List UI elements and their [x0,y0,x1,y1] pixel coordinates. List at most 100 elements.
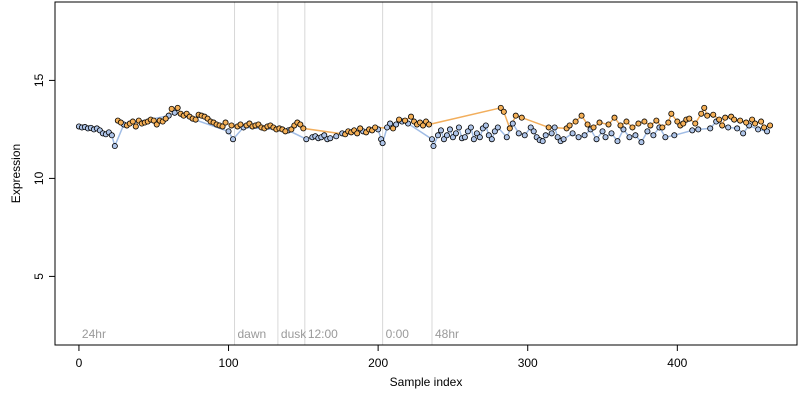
data-point-blue-86 [620,126,627,133]
data-point-orange-16 [168,105,175,112]
data-point-orange-4 [129,118,136,125]
data-point-orange-81 [545,124,552,131]
data-point-blue-97 [707,125,714,132]
data-point-orange-110 [710,111,717,118]
data-point-blue-60 [491,128,498,135]
data-point-blue-87 [626,134,633,141]
x-tick-label-4: 400 [667,356,687,370]
data-point-orange-86 [584,121,591,128]
data-point-blue-42 [437,127,444,134]
data-point-orange-54 [297,121,304,128]
data-point-orange-119 [752,120,759,127]
data-point-orange-100 [668,110,675,117]
data-point-blue-62 [503,134,510,141]
data-point-orange-95 [641,118,648,125]
data-point-blue-73 [551,124,558,131]
section-divider-lines [234,2,433,345]
data-point-blue-81 [593,136,600,143]
data-point-orange-107 [698,110,705,117]
data-point-orange-106 [692,120,699,127]
data-point-blue-67 [530,128,537,135]
y-axis: 5 10 15 [32,73,55,280]
data-point-blue-103 [755,126,762,133]
data-point-orange-23 [192,116,199,123]
data-point-orange-111 [716,116,723,123]
data-point-blue-45 [446,126,453,133]
data-point-blue-47 [452,130,459,137]
data-point-orange-36 [237,121,244,128]
data-point-orange-55 [300,125,307,132]
x-axis-label: Sample index [390,375,463,389]
data-point-orange-5 [132,123,139,130]
data-point-orange-108 [701,104,708,111]
data-point-blue-65 [521,132,528,139]
y-tick-label-0: 5 [32,273,46,280]
data-point-blue-58 [485,132,492,139]
data-point-orange-118 [749,116,756,123]
data-point-blue-79 [581,132,588,139]
data-point-orange-80 [518,114,525,121]
data-point-orange-51 [288,126,295,133]
data-point-orange-103 [680,120,687,127]
data-point-blue-53 [470,136,477,143]
data-point-blue-35 [387,120,394,127]
data-point-blue-15 [171,109,178,116]
data-point-orange-61 [357,125,364,132]
x-tick-label-2: 200 [368,356,388,370]
data-point-orange-113 [722,114,729,121]
data-point-blue-66 [527,124,534,131]
data-point-blue-63 [509,120,516,127]
data-point-blue-88 [632,132,639,139]
data-point-orange-120 [758,118,765,125]
data-point-orange-88 [596,119,603,126]
data-point-orange-68 [402,117,409,124]
data-point-orange-69 [408,113,415,120]
data-point-orange-17 [174,104,181,111]
data-point-blue-41 [434,132,441,139]
data-point-orange-76 [497,104,504,111]
section-label-3: 12:00 [308,327,338,341]
data-point-blue-40 [430,143,437,150]
data-point-orange-109 [704,112,711,119]
data-point-blue-95 [689,127,696,134]
section-label-5: 48hr [435,327,459,341]
data-point-blue-59 [488,136,495,143]
data-point-orange-121 [761,124,768,131]
data-point-orange-90 [611,114,618,121]
data-point-blue-85 [614,138,621,145]
data-point-orange-77 [500,108,507,115]
y-tick-label-1: 10 [32,171,46,185]
data-point-blue-52 [467,124,474,131]
data-point-blue-34 [384,124,391,131]
x-tick-label-3: 300 [518,356,538,370]
data-point-blue-46 [449,134,456,141]
data-point-orange-1 [117,119,124,126]
data-point-orange-32 [219,123,226,130]
data-point-blue-36 [393,121,400,128]
data-point-orange-92 [623,118,630,125]
data-point-orange-79 [512,112,519,119]
data-point-blue-104 [764,128,771,135]
section-label-2: dusk [281,327,307,341]
data-point-orange-98 [659,124,666,131]
data-point-blue-83 [602,134,609,141]
data-point-blue-99 [725,124,732,131]
data-point-orange-93 [629,124,636,131]
data-point-blue-93 [662,134,669,141]
data-point-orange-112 [719,122,726,129]
data-points [75,104,774,150]
x-axis: 0 100 200 300 400 [76,345,688,370]
data-point-orange-101 [674,118,681,125]
data-point-orange-34 [228,122,235,129]
data-point-orange-66 [390,125,397,132]
y-axis-label: Expression [9,144,23,203]
data-point-blue-33 [379,140,386,147]
data-point-blue-91 [650,132,657,139]
data-point-blue-57 [482,122,489,129]
data-point-blue-16 [225,128,232,135]
data-point-orange-115 [731,116,738,123]
data-point-blue-50 [461,134,468,141]
data-point-orange-87 [590,124,597,131]
data-point-orange-33 [222,119,229,126]
data-point-blue-94 [671,132,678,139]
